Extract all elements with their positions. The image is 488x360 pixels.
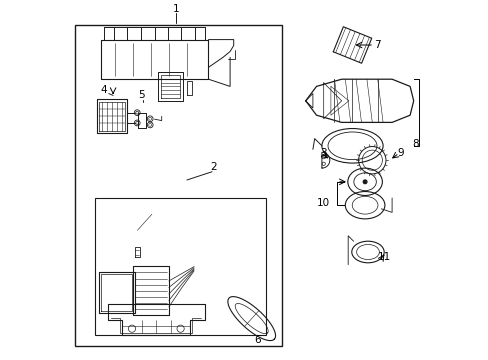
Text: 5: 5 xyxy=(138,90,145,100)
Ellipse shape xyxy=(363,180,366,184)
Text: 10: 10 xyxy=(316,198,329,208)
Text: 3: 3 xyxy=(319,148,325,158)
Bar xyxy=(95,198,265,335)
Text: 9: 9 xyxy=(397,148,404,158)
Text: 7: 7 xyxy=(374,40,380,50)
Bar xyxy=(75,25,282,346)
Text: 11: 11 xyxy=(377,252,390,262)
Text: 1: 1 xyxy=(172,4,179,14)
Text: 8: 8 xyxy=(411,139,418,149)
Text: 2: 2 xyxy=(210,162,217,172)
Text: 4: 4 xyxy=(100,85,106,95)
Text: 6: 6 xyxy=(253,335,260,345)
